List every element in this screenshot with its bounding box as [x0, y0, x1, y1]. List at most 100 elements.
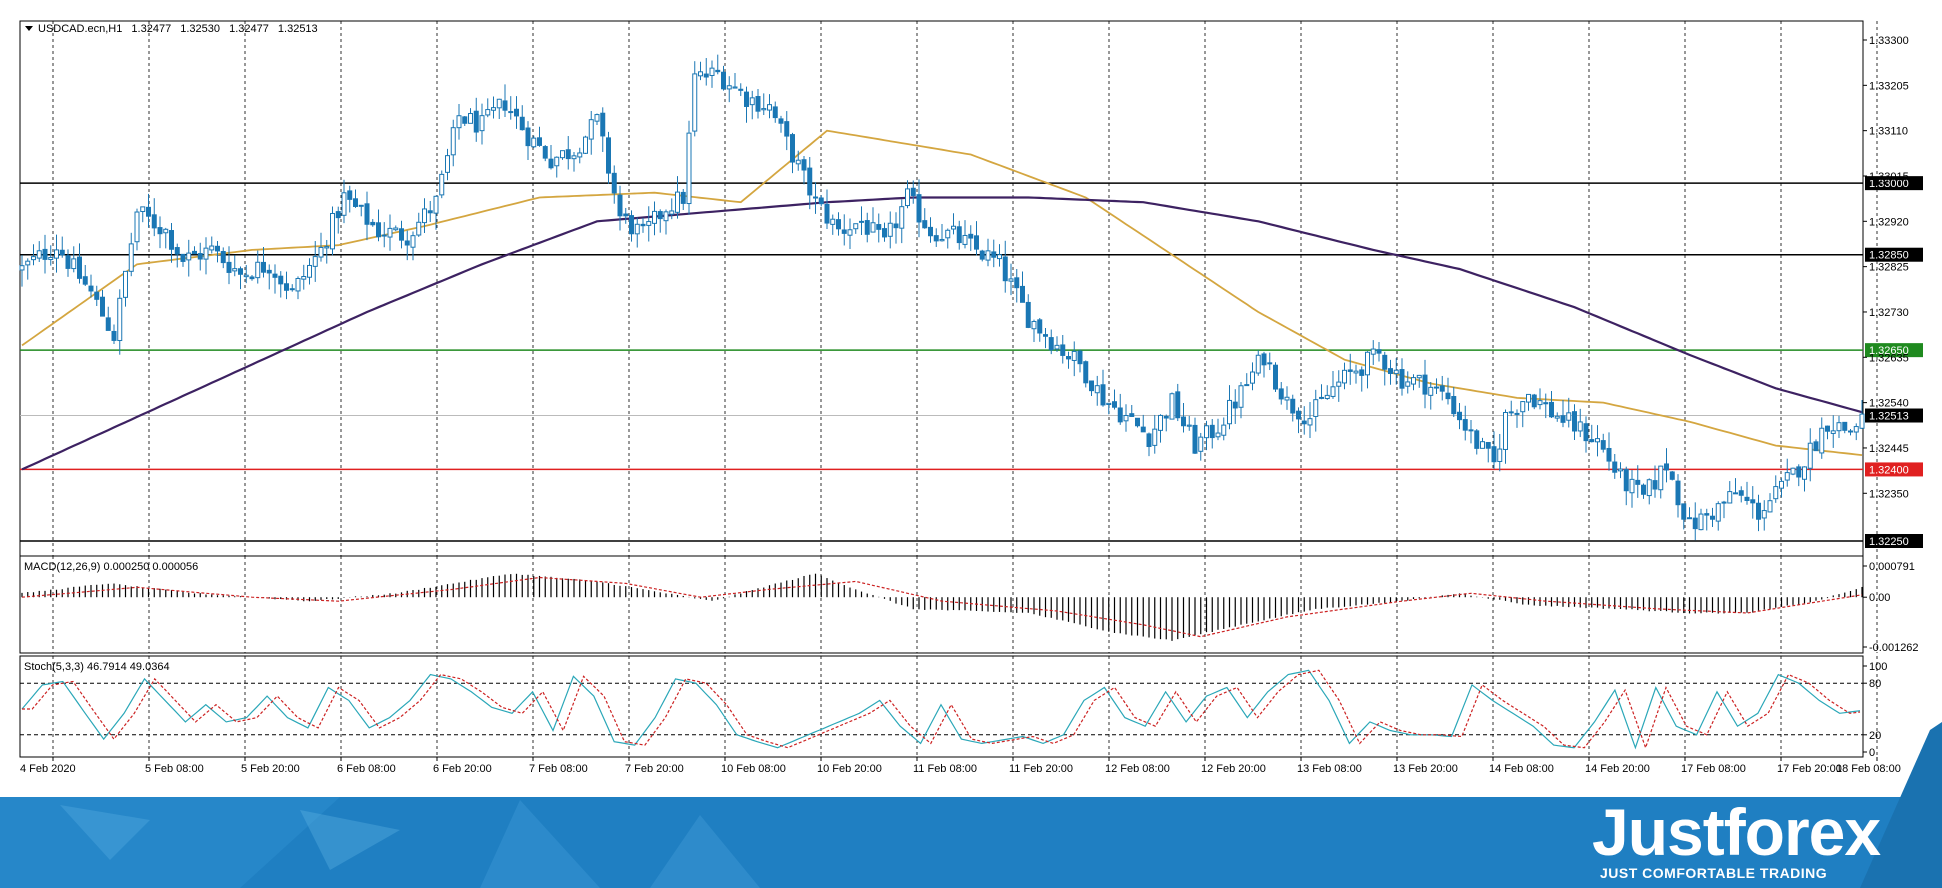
candle-bull: [1727, 491, 1733, 504]
candle-bull: [652, 210, 657, 224]
time-tick-label: 7 Feb 08:00: [529, 763, 588, 775]
candle-bear: [157, 227, 163, 235]
candle-bull: [1784, 472, 1790, 481]
candle-bear: [169, 230, 174, 250]
candle-bull: [232, 268, 238, 272]
candle-bear: [1002, 256, 1008, 282]
candle-bear: [94, 291, 100, 300]
time-tick-label: 4 Feb 2020: [20, 763, 76, 775]
price-tick-label: 1.32825: [1869, 262, 1909, 274]
candle-bear: [893, 223, 899, 229]
candle-bull: [36, 250, 42, 259]
candle-bear: [623, 213, 629, 217]
candle-bear: [548, 158, 554, 169]
candle-bull: [1577, 421, 1583, 432]
candle-bull: [1554, 415, 1560, 419]
candle-bull: [859, 220, 864, 223]
candle-bear: [824, 203, 830, 224]
candlesticks: [19, 54, 1865, 541]
level-tag: [1865, 176, 1923, 191]
candle-bear: [784, 121, 790, 137]
candle-bull: [341, 192, 347, 216]
candle-bear: [721, 71, 726, 90]
candle-bull: [997, 254, 1002, 260]
candle-bear: [376, 222, 381, 238]
candle-bull: [330, 212, 335, 250]
macd-tick-label: -0.001262: [1869, 642, 1919, 654]
candle-bear: [600, 112, 606, 137]
level-tag-label: 1.32850: [1869, 250, 1909, 262]
candle-bear: [680, 191, 686, 204]
candle-bull: [1715, 503, 1721, 522]
candle-bear: [65, 255, 71, 269]
candle-bull: [209, 245, 215, 251]
candle-bear: [59, 249, 65, 256]
stoch-tick-label: 20: [1869, 730, 1881, 742]
candle-bear: [1635, 479, 1641, 485]
candle-bear: [1267, 362, 1273, 365]
candle-bull: [1790, 467, 1796, 475]
candle-bull: [1595, 438, 1600, 443]
candle-bear: [1681, 503, 1687, 520]
candle-bull: [289, 288, 295, 291]
time-tick-label: 10 Feb 20:00: [817, 763, 882, 775]
candle-bear: [836, 219, 841, 230]
candle-bull: [318, 246, 324, 258]
macd-label: MACD(12,26,9) 0.000250 0.000056: [24, 561, 198, 573]
candle-bear: [1738, 490, 1744, 496]
candle-bear: [916, 194, 922, 223]
candle-bull: [1152, 428, 1158, 446]
candle-bear: [220, 251, 226, 264]
candle-bull: [295, 278, 301, 292]
price-tick-label: 1.33205: [1869, 80, 1909, 92]
candle-bear: [100, 296, 105, 317]
brand-logo: Justforex: [1592, 795, 1881, 869]
candle-bear: [968, 233, 974, 239]
candle-bull: [663, 211, 669, 222]
candle-bull: [1537, 400, 1543, 406]
candle-bear: [278, 275, 284, 285]
candle-bear: [174, 247, 180, 255]
candle-bear: [922, 220, 928, 229]
candle-bull: [1416, 374, 1422, 379]
candle-bear: [1560, 415, 1566, 423]
candle-bear: [180, 253, 186, 262]
candle-bull: [1514, 412, 1520, 415]
candle-bull: [1468, 429, 1474, 432]
candle-bear: [1589, 439, 1595, 443]
candle-bear: [1813, 441, 1819, 452]
symbol-dropdown-icon[interactable]: [25, 26, 33, 31]
candle-bull: [531, 137, 537, 148]
candle-bear: [272, 273, 278, 278]
candle-bull: [675, 191, 680, 213]
candle-bull: [899, 206, 905, 229]
candle-bear: [703, 73, 709, 78]
candle-bear: [1290, 398, 1296, 414]
candle-bear: [565, 149, 571, 160]
candle-bear: [1175, 391, 1181, 419]
candle-bull: [123, 270, 128, 298]
candle-bear: [1043, 334, 1048, 337]
time-tick-label: 17 Feb 08:00: [1681, 763, 1746, 775]
candle-bear: [956, 226, 962, 244]
svg-text:USDCAD.ecn,H1 1.32477: USDCAD.ecn,H1 1.32477 1.32530 1.32477 1.…: [38, 23, 318, 35]
candle-bear: [1491, 446, 1497, 463]
candle-bear: [1600, 440, 1606, 450]
candle-bull: [496, 98, 502, 109]
stoch-label: Stoch(5,3,3) 46.7914 49.0364: [24, 661, 170, 673]
candle-bull: [48, 256, 54, 261]
candle-bear: [1508, 411, 1514, 414]
candle-bull: [1094, 385, 1100, 394]
candle-bear: [629, 215, 634, 235]
candle-bull: [468, 113, 473, 124]
candle-bear: [1704, 513, 1710, 516]
candle-bear: [1181, 416, 1186, 427]
candle-bear: [249, 276, 255, 280]
candle-bear: [215, 245, 220, 252]
candle-bear: [364, 203, 370, 225]
candle-bull: [1198, 436, 1204, 452]
candle-bear: [82, 276, 88, 285]
candle-bull: [54, 249, 59, 259]
